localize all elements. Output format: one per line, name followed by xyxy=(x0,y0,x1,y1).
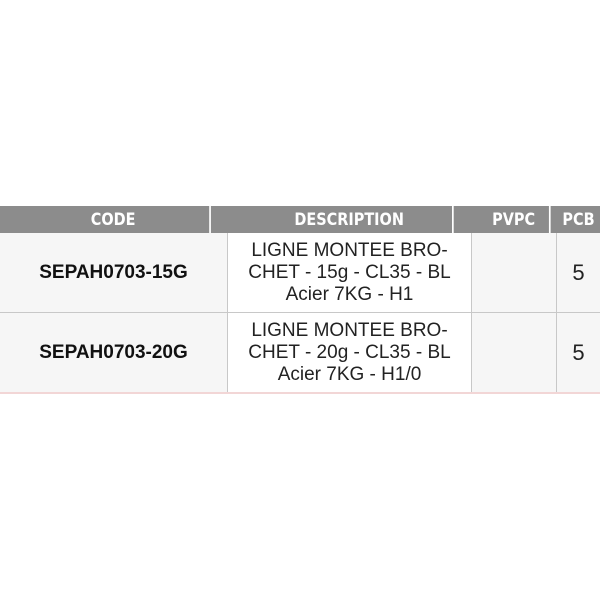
cell-pcb: 5 xyxy=(572,339,585,365)
table-row: SEPAH0703-20G LIGNE MONTEE BRO- CHET - 2… xyxy=(0,313,600,394)
table-row: SEPAH0703-15G LIGNE MONTEE BRO- CHET - 1… xyxy=(0,233,600,313)
table-header: CODE DESCRIPTION PVPC PCB xyxy=(0,206,600,233)
description-line: LIGNE MONTEE BRO- xyxy=(251,319,448,341)
cell-code: SEPAH0703-20G xyxy=(0,313,228,392)
description-line: Acier 7KG - H1 xyxy=(285,283,414,305)
cell-description: LIGNE MONTEE BRO- CHET - 20g - CL35 - BL… xyxy=(228,313,472,392)
cell-pvpc xyxy=(472,233,557,312)
cell-pvpc xyxy=(472,313,557,392)
description-line: CHET - 15g - CL35 - BL xyxy=(248,261,451,283)
product-table: CODE DESCRIPTION PVPC PCB SEPAH0703-15G … xyxy=(0,206,600,394)
header-pcb: PCB xyxy=(562,209,595,230)
header-code: CODE xyxy=(17,206,211,233)
header-description: DESCRIPTION xyxy=(246,206,454,233)
description-line: LIGNE MONTEE BRO- xyxy=(251,239,448,261)
description-line: Acier 7KG - H1/0 xyxy=(277,363,422,385)
header-pvpc: PVPC xyxy=(478,206,551,233)
cell-pcb: 5 xyxy=(572,259,585,285)
description-line: CHET - 20g - CL35 - BL xyxy=(248,341,451,363)
cell-description: LIGNE MONTEE BRO- CHET - 15g - CL35 - BL… xyxy=(228,233,472,312)
cell-code: SEPAH0703-15G xyxy=(0,233,228,312)
